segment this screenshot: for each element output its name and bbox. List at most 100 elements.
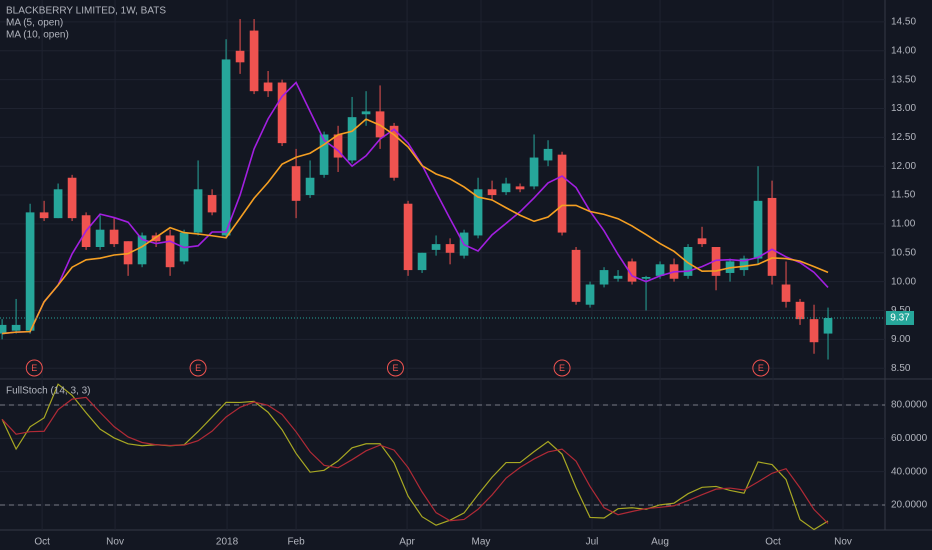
candle-body [417,252,427,271]
candle-body [0,324,7,334]
candle-body [529,157,539,187]
candle-body [585,284,595,305]
candle-body [53,189,63,219]
chart-title: BLACKBERRY LIMITED, 1W, BATS [6,6,166,17]
candle-body [557,154,567,233]
y-tick-label: 14.00 [891,45,916,56]
y-tick-label: 9.00 [891,334,911,345]
candle-body [473,189,483,236]
candle-body [571,249,581,302]
stoch-legend: FullStoch (14, 3, 3) [6,386,90,397]
x-tick-label: Aug [651,537,669,548]
earnings-marker [386,359,404,377]
earnings-label: E [559,363,565,373]
stoch-k [1,383,829,531]
earnings-label: E [758,363,764,373]
candle-body [613,275,623,279]
candle-body [487,189,497,196]
candle-body [739,258,749,271]
candle-body [823,317,833,334]
x-tick-label: 2018 [216,537,239,548]
candle-body [11,324,21,331]
candle-body [403,203,413,271]
candle-body [109,229,119,245]
x-tick-label: Oct [765,537,781,548]
candle-body [67,177,77,219]
candle-body [249,30,259,92]
earnings-label: E [31,363,37,373]
y-tick-label: 20.0000 [891,500,928,511]
y-tick-label: 40.0000 [891,466,928,477]
candle-body [207,195,217,213]
candle-body [25,212,35,331]
moving-average [2,81,829,335]
y-tick-label: 10.50 [891,247,916,258]
candle-body [165,235,175,268]
candle-body [767,197,777,276]
earnings-marker [25,359,43,377]
x-tick-label: May [472,537,491,548]
y-tick-label: 12.00 [891,161,916,172]
candle-body [501,183,511,193]
candle-body [697,238,707,245]
candle-body [599,270,609,285]
candle-body [389,125,399,178]
candle-body [683,246,693,276]
x-tick-label: Nov [834,537,852,548]
x-tick-label: Jul [586,537,599,548]
candle-body [543,148,553,161]
y-tick-label: 12.50 [891,132,916,143]
marks [0,19,885,531]
candle-body [193,189,203,233]
candle-body [263,82,273,92]
x-tick-label: Apr [399,537,415,548]
candle-body [515,186,525,190]
stoch-d [1,396,829,524]
x-tick-label: Oct [34,537,50,548]
y-tick-label: 8.50 [891,363,911,374]
y-tick-label: 11.50 [891,190,916,201]
y-tick-label: 60.0000 [891,433,928,444]
candle-body [809,319,819,343]
earnings-marker [553,359,571,377]
candle-body [95,229,105,247]
candle-body [305,177,315,196]
candle-body [151,235,161,242]
y-tick-label: 13.00 [891,103,916,114]
candle-body [627,261,637,282]
earnings-label: E [392,363,398,373]
last-price-box [886,310,914,325]
candle-body [641,277,651,279]
x-tick-label: Feb [287,537,305,548]
candle-body [319,134,329,175]
candle-body [781,284,791,302]
candle-body [291,166,301,201]
earnings-marker [752,359,770,377]
candle-body [137,235,147,265]
ma-legend: MA (10, open) [6,30,69,41]
y-tick-label: 14.50 [891,17,916,28]
ma-legend: MA (5, open) [6,18,63,29]
candle-body [277,82,287,144]
y-tick-label: 9.50 [891,305,911,316]
candle-body [431,244,441,250]
earnings-label: E [195,363,201,373]
y-tick-label: 10.00 [891,276,916,287]
x-tick-label: Nov [106,537,124,548]
candle-body [795,301,805,320]
candle-body [347,117,357,161]
moving-average [2,118,829,335]
y-tick-label: 13.50 [891,74,916,85]
candle-body [333,134,343,158]
y-tick-label: 80.0000 [891,400,928,411]
candle-body [445,244,455,253]
candle-body [221,59,231,236]
earnings-marker [189,359,207,377]
candle-body [39,212,49,219]
last-price-label: 9.37 [890,313,910,324]
candle-body [361,111,371,115]
y-tick-label: 11.00 [891,219,916,230]
candle-body [655,264,665,276]
